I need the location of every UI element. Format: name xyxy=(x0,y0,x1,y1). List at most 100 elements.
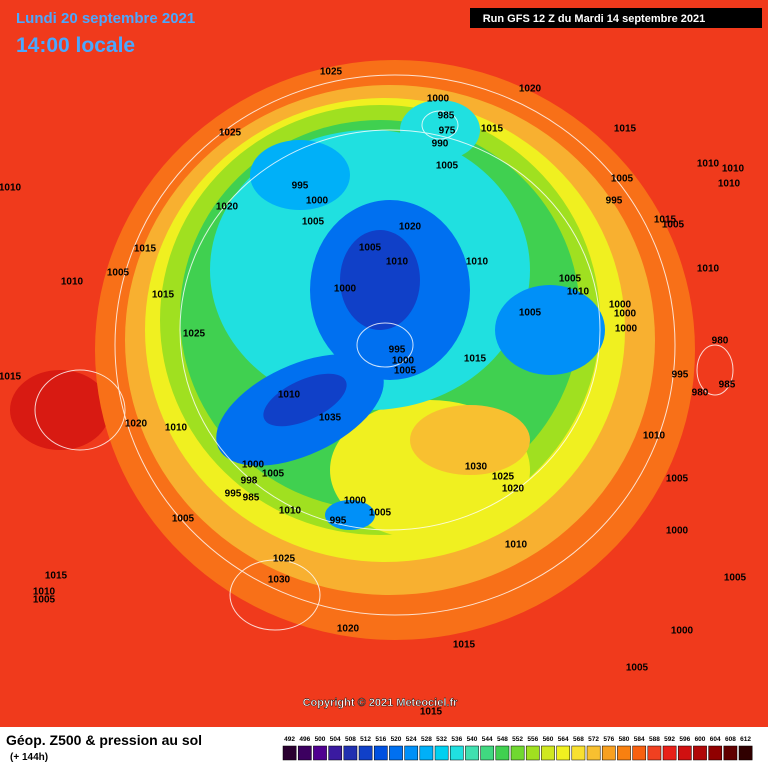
isobar-label: 1005 xyxy=(262,469,285,480)
isobar-label: 1005 xyxy=(611,174,634,185)
isobar-label: 1010 xyxy=(697,264,720,275)
scale-label: 572 xyxy=(588,736,599,743)
isobar-label: 1015 xyxy=(481,124,504,135)
scale-swatch xyxy=(419,745,434,761)
isobar-label: 1000 xyxy=(609,300,632,311)
isobar-label: 1005 xyxy=(626,663,649,674)
isobar-label: 980 xyxy=(692,388,709,399)
isobar-label: 1010 xyxy=(165,423,188,434)
scale-swatch xyxy=(313,745,327,761)
scale-label: 516 xyxy=(375,736,386,743)
scale-label: 564 xyxy=(558,736,569,743)
scale-label: 496 xyxy=(299,736,310,743)
isobar-label: 1030 xyxy=(465,462,488,473)
isobar-label: 1010 xyxy=(505,540,528,551)
scale-swatch xyxy=(738,745,753,761)
isobar-label: 1025 xyxy=(320,67,343,78)
scale-swatch xyxy=(510,745,525,761)
scale-label: 556 xyxy=(527,736,538,743)
scale-label: 560 xyxy=(543,736,554,743)
isobar-label: 1000 xyxy=(392,356,415,367)
scale-swatch xyxy=(343,745,358,761)
scale-label: 532 xyxy=(436,736,447,743)
isobar-label: 1020 xyxy=(216,202,239,213)
isobar-label: 1005 xyxy=(666,474,689,485)
isobar-label: 985 xyxy=(243,493,260,504)
scale-label: 512 xyxy=(360,736,371,743)
scale-swatch xyxy=(480,745,495,761)
scale-swatch xyxy=(282,745,297,761)
isobar-label: 1030 xyxy=(268,575,291,586)
isobar-label: 995 xyxy=(672,370,689,381)
isobar-label: 1015 xyxy=(654,215,677,226)
isobar-label: 1010 xyxy=(279,506,302,517)
isobar-label: 1000 xyxy=(334,284,357,295)
isobar-label: 1010 xyxy=(0,183,22,194)
scale-label: 520 xyxy=(391,736,402,743)
scale-label: 548 xyxy=(497,736,508,743)
scale-swatch xyxy=(693,745,707,761)
isobar-label: 1010 xyxy=(718,179,741,190)
scale-swatch xyxy=(465,745,479,761)
scale-label: 604 xyxy=(710,736,721,743)
isobars xyxy=(34,74,734,631)
isobar-label: 1000 xyxy=(427,94,450,105)
scale-label: 576 xyxy=(603,736,614,743)
isobar-label: 1015 xyxy=(0,372,22,383)
isobar-label: 1005 xyxy=(724,573,747,584)
date: Lundi 20 septembre 2021 xyxy=(16,10,195,27)
isobar-label: 1010 xyxy=(278,390,301,401)
scale-label: 580 xyxy=(619,736,630,743)
scale-swatch xyxy=(662,745,677,761)
isobar-label: 990 xyxy=(432,139,449,150)
isobar-label: 1000 xyxy=(615,324,638,335)
isobar-label: 1005 xyxy=(369,508,392,519)
scale-swatch xyxy=(571,745,586,761)
scale-label: 592 xyxy=(664,736,675,743)
isobar-label: 1005 xyxy=(302,217,325,228)
isobar-label: 1015 xyxy=(464,354,487,365)
isobar-label: 1000 xyxy=(242,460,265,471)
isobar-label: 1015 xyxy=(614,124,637,135)
scale-label: 508 xyxy=(345,736,356,743)
isobar-label: 1010 xyxy=(697,159,720,170)
run-info: Run GFS 12 Z du Mardi 14 septembre 2021 xyxy=(483,13,706,25)
isobar-label: 1010 xyxy=(567,287,590,298)
isobar-label: 1010 xyxy=(61,277,84,288)
scale-swatch xyxy=(632,745,647,761)
isobar-label: 1010 xyxy=(643,431,666,442)
scale-label: 588 xyxy=(649,736,660,743)
scale-label: 584 xyxy=(634,736,645,743)
run-box xyxy=(470,8,762,28)
scale-label: 500 xyxy=(315,736,326,743)
isobar-label: 1020 xyxy=(502,484,525,495)
isobar-label: 995 xyxy=(606,196,623,207)
isobar-label: 1020 xyxy=(337,624,360,635)
isobar-label: 1005 xyxy=(359,243,382,254)
isobar-label: 1005 xyxy=(559,274,582,285)
footer-lead: (+ 144h) xyxy=(10,752,48,763)
isobar-label: 995 xyxy=(389,345,406,356)
isobar-label: 1015 xyxy=(134,244,157,255)
scale-label: 524 xyxy=(406,736,417,743)
isobar-label: 1035 xyxy=(319,413,342,424)
scale-label: 568 xyxy=(573,736,584,743)
isobar-label: 1005 xyxy=(519,308,542,319)
isobar-label: 1005 xyxy=(436,161,459,172)
scale-label: 600 xyxy=(695,736,706,743)
color-scale: 492 496 500 504 508 512 516 520 524 528 532 536 540 5… xyxy=(282,736,753,761)
isobar-label: 1005 xyxy=(172,514,195,525)
scale-swatch xyxy=(358,745,373,761)
scale-swatch xyxy=(677,745,692,761)
copyright: Copyright © 2021 Meteociel.fr xyxy=(303,697,459,709)
scale-swatch xyxy=(541,745,555,761)
isobar-label: 985 xyxy=(719,380,736,391)
scale-swatch xyxy=(373,745,388,761)
isobar-label: 975 xyxy=(439,126,456,137)
time: 14:00 locale xyxy=(16,34,135,57)
isobar-label: 998 xyxy=(241,476,258,487)
isobar-label: 995 xyxy=(330,516,347,527)
scale-swatch xyxy=(617,745,631,761)
